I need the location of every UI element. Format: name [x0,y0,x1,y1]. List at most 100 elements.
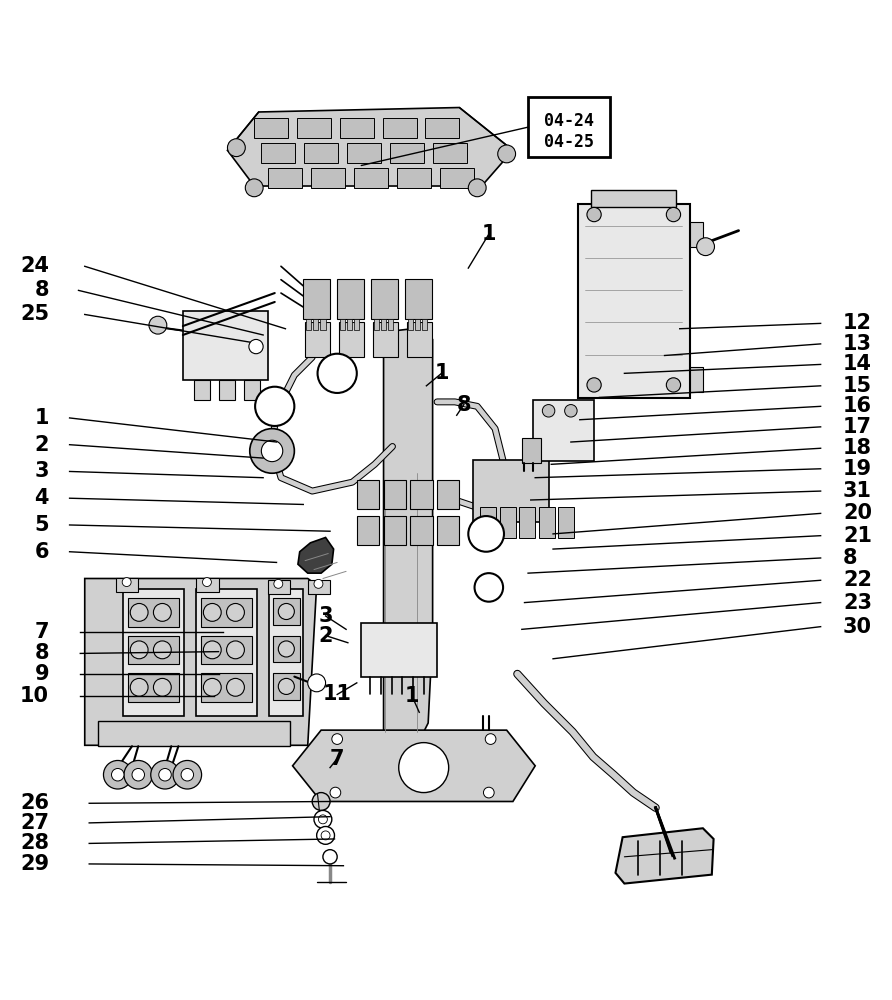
Circle shape [227,139,245,157]
Circle shape [323,850,337,864]
Text: 1: 1 [434,363,449,383]
Circle shape [475,573,503,602]
Polygon shape [293,730,535,801]
Text: 7: 7 [35,622,49,642]
Bar [425,118,459,138]
Bar [397,168,431,188]
Circle shape [666,378,681,392]
Text: 2: 2 [35,435,49,455]
Text: 23: 23 [843,593,872,613]
Bar [196,578,219,592]
Bar [578,204,690,398]
Bar [381,319,386,330]
Circle shape [255,387,294,426]
Text: 13: 13 [843,334,872,354]
Circle shape [278,641,294,657]
Circle shape [278,678,294,694]
Bar [123,589,184,716]
Circle shape [122,578,131,587]
Text: 4: 4 [35,488,49,508]
Bar [254,118,288,138]
Bar [311,168,345,188]
Bar [306,319,311,330]
Circle shape [249,339,263,354]
Circle shape [151,760,179,789]
Circle shape [399,743,449,793]
Bar [339,322,364,357]
Circle shape [697,238,714,256]
Bar [268,580,290,594]
Bar [98,721,290,746]
Text: 12: 12 [843,313,872,333]
Text: 1: 1 [482,224,496,244]
Circle shape [314,810,332,828]
Bar [383,118,417,138]
Circle shape [468,179,486,197]
Bar [405,279,432,319]
Text: 11: 11 [323,684,351,704]
Bar [347,143,381,163]
Polygon shape [85,578,317,745]
Bar [407,322,432,357]
Circle shape [250,429,294,473]
Bar [305,322,330,357]
Text: 18: 18 [843,438,872,458]
Bar [361,623,437,677]
Text: 25: 25 [20,304,49,324]
Circle shape [203,678,221,696]
Circle shape [274,579,283,588]
Circle shape [587,207,601,222]
Bar [522,438,541,463]
Bar [388,319,393,330]
Text: 28: 28 [20,833,49,853]
Text: 1: 1 [35,408,49,428]
Bar [340,118,374,138]
Bar [313,319,318,330]
Bar [415,319,420,330]
Bar [433,143,467,163]
Bar [354,319,359,330]
Bar [558,507,574,538]
Circle shape [130,678,148,696]
Bar [357,480,379,509]
Polygon shape [227,108,513,186]
Bar [116,578,138,592]
Bar [194,380,210,400]
Text: 6: 6 [35,542,49,562]
Bar [183,311,268,380]
Circle shape [203,641,221,659]
Circle shape [485,734,496,744]
Text: 15: 15 [843,376,872,396]
Text: 10: 10 [20,686,49,706]
Bar [196,589,257,716]
Circle shape [278,603,294,620]
Circle shape [153,641,171,659]
Bar [422,319,427,330]
Bar [373,322,398,357]
Polygon shape [615,828,714,884]
Bar [201,673,252,702]
Bar [690,222,703,247]
Circle shape [498,145,516,163]
Bar [354,168,388,188]
Bar [308,580,330,594]
Text: 3: 3 [35,461,49,481]
Bar [303,279,330,319]
Circle shape [130,641,148,659]
Bar [273,673,300,700]
Text: 26: 26 [20,793,49,813]
Text: 8: 8 [35,280,49,300]
Bar [410,516,433,545]
Text: 8: 8 [35,643,49,663]
Text: 8: 8 [457,395,471,415]
Text: 29: 29 [20,854,49,874]
Bar [268,168,302,188]
Circle shape [153,603,171,621]
Bar [408,319,413,330]
Bar [273,636,300,662]
Text: 24: 24 [20,256,49,276]
Circle shape [666,207,681,222]
Circle shape [112,768,124,781]
Circle shape [130,603,148,621]
Text: 9: 9 [35,664,49,684]
